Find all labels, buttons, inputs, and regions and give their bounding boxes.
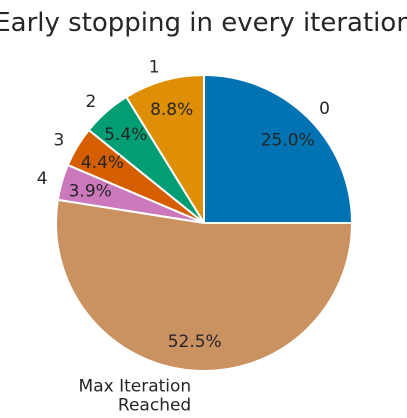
pie-slice-5 bbox=[55, 198, 354, 372]
pie-slice-1 bbox=[124, 73, 205, 227]
slice-pct-label-1: 8.8% bbox=[150, 100, 193, 120]
slice-pct-label-4: 3.9% bbox=[69, 181, 112, 201]
slice-pct-label-5: 52.5% bbox=[168, 332, 222, 352]
pie-labels: 025.0% 1 8.8% 2 5.4% 3 4.4% 4 3.9% Max Iteration R… bbox=[37, 57, 330, 415]
slice-label-3: 3 bbox=[54, 130, 65, 150]
pie-slices bbox=[55, 73, 354, 372]
slice-pct-label-2: 5.4% bbox=[104, 125, 147, 145]
slice-label-2: 2 bbox=[86, 92, 97, 112]
slice-label-4: 4 bbox=[37, 169, 48, 189]
chart-title: Early stopping in every iteration bbox=[0, 8, 407, 38]
slice-label-5: Max Iteration Reached bbox=[79, 376, 192, 415]
slice-pct-label-3: 4.4% bbox=[81, 153, 124, 173]
slice-label-1: 1 bbox=[149, 57, 160, 77]
slice-label-0: 0 bbox=[319, 99, 330, 119]
pie-slice-0 bbox=[203, 73, 354, 224]
slice-pct-label-0: 25.0% bbox=[261, 130, 315, 150]
